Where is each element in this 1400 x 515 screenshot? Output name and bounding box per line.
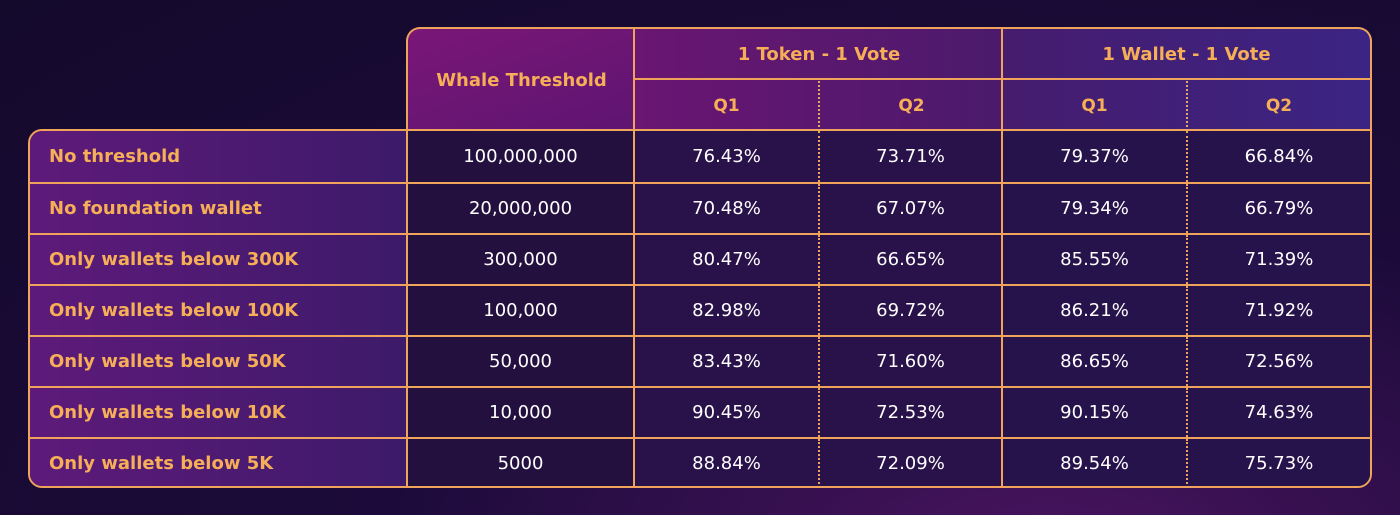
table-row: Only wallets below 100K 100,000 82.98% 69.7… (30, 284, 1370, 335)
token-q2-cell: 72.53% (820, 388, 1003, 437)
threshold-cell: 5000 (408, 439, 635, 486)
wallet-q1-cell: 79.37% (1003, 131, 1188, 182)
table-row: Only wallets below 300K 300,000 80.47% 66.6… (30, 233, 1370, 284)
row-label: Only wallets below 5K (30, 439, 408, 486)
token-q1-cell: 90.45% (635, 388, 820, 437)
wallet-q2-cell: 75.73% (1188, 439, 1370, 486)
token-q1-cell: 80.47% (635, 235, 820, 284)
wallet-q1-cell: 86.65% (1003, 337, 1188, 386)
table-row: Only wallets below 5K 5000 88.84% 72.09% 89.… (30, 437, 1370, 486)
row-label: Only wallets below 100K (30, 286, 408, 335)
token-q1-cell: 88.84% (635, 439, 820, 486)
wallet-q2-cell: 72.56% (1188, 337, 1370, 386)
threshold-cell: 10,000 (408, 388, 635, 437)
token-q1-cell: 82.98% (635, 286, 820, 335)
wallet-q2-cell: 71.39% (1188, 235, 1370, 284)
table-row: No foundation wallet 20,000,000 70.48% 67.0… (30, 182, 1370, 233)
token-q2-cell: 66.65% (820, 235, 1003, 284)
threshold-cell: 300,000 (408, 235, 635, 284)
wallet-q2-cell: 71.92% (1188, 286, 1370, 335)
threshold-cell: 100,000 (408, 286, 635, 335)
wallet-q1-cell: 85.55% (1003, 235, 1188, 284)
token-q2-cell: 69.72% (820, 286, 1003, 335)
subheader-wallet-q2: Q2 (1186, 78, 1372, 131)
header-wallet-vote: 1 Wallet - 1 Vote (1001, 27, 1372, 80)
wallet-q1-cell: 90.15% (1003, 388, 1188, 437)
subheader-token-q2: Q2 (818, 78, 1003, 131)
table-row: No threshold 100,000,000 76.43% 73.71% 79.37… (30, 131, 1370, 182)
table-row: Only wallets below 10K 10,000 90.45% 72.53%… (30, 386, 1370, 437)
subheader-token-q1: Q1 (633, 78, 818, 131)
token-q1-cell: 70.48% (635, 184, 820, 233)
token-q1-cell: 76.43% (635, 131, 820, 182)
threshold-cell: 100,000,000 (408, 131, 635, 182)
row-label: Only wallets below 10K (30, 388, 408, 437)
row-label: Only wallets below 300K (30, 235, 408, 284)
token-q2-cell: 72.09% (820, 439, 1003, 486)
threshold-cell: 20,000,000 (408, 184, 635, 233)
header-whale-threshold: Whale Threshold (406, 27, 635, 131)
wallet-q1-cell: 79.34% (1003, 184, 1188, 233)
token-q2-cell: 67.07% (820, 184, 1003, 233)
wallet-q2-cell: 66.84% (1188, 131, 1370, 182)
token-q2-cell: 73.71% (820, 131, 1003, 182)
wallet-q1-cell: 86.21% (1003, 286, 1188, 335)
row-label: No threshold (30, 131, 408, 182)
token-q1-cell: 83.43% (635, 337, 820, 386)
results-table-body: No threshold 100,000,000 76.43% 73.71% 79.37… (28, 129, 1372, 488)
threshold-cell: 50,000 (408, 337, 635, 386)
wallet-q2-cell: 74.63% (1188, 388, 1370, 437)
token-q2-cell: 71.60% (820, 337, 1003, 386)
subheader-wallet-q1: Q1 (1001, 78, 1186, 131)
row-label: Only wallets below 50K (30, 337, 408, 386)
row-label: No foundation wallet (30, 184, 408, 233)
wallet-q2-cell: 66.79% (1188, 184, 1370, 233)
wallet-q1-cell: 89.54% (1003, 439, 1188, 486)
table-row: Only wallets below 50K 50,000 83.43% 71.60%… (30, 335, 1370, 386)
header-token-vote: 1 Token - 1 Vote (633, 27, 1003, 80)
